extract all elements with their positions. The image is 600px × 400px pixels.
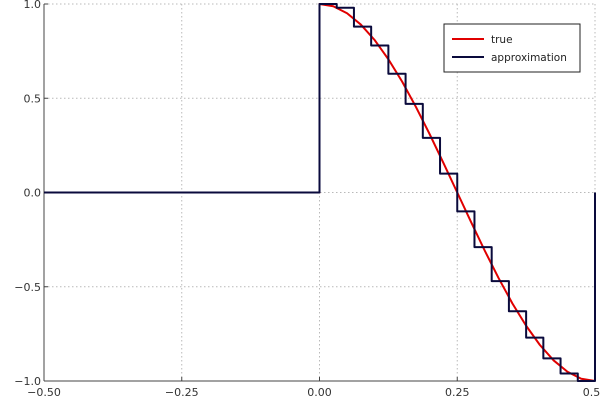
x-tick-label: −0.50	[27, 386, 61, 399]
y-tick-label: 0.5	[24, 92, 42, 105]
y-tick-label: −0.5	[14, 281, 41, 294]
x-tick-label: 0.00	[307, 386, 332, 399]
x-tick-label: −0.25	[165, 386, 199, 399]
y-tick-label: 0.0	[24, 187, 42, 200]
legend-label: true	[491, 34, 513, 46]
y-tick-label: −1.0	[14, 375, 41, 388]
series	[44, 3, 596, 382]
y-tick-label: 1.0	[24, 0, 42, 11]
series-line-approximation	[44, 3, 596, 382]
x-tick-label: 0.50	[583, 386, 600, 399]
legend-label: approximation	[491, 52, 567, 64]
x-tick-label: 0.25	[445, 386, 470, 399]
series-line-true	[44, 3, 596, 382]
legend-box	[443, 23, 581, 73]
legend: true approximation	[443, 23, 581, 73]
